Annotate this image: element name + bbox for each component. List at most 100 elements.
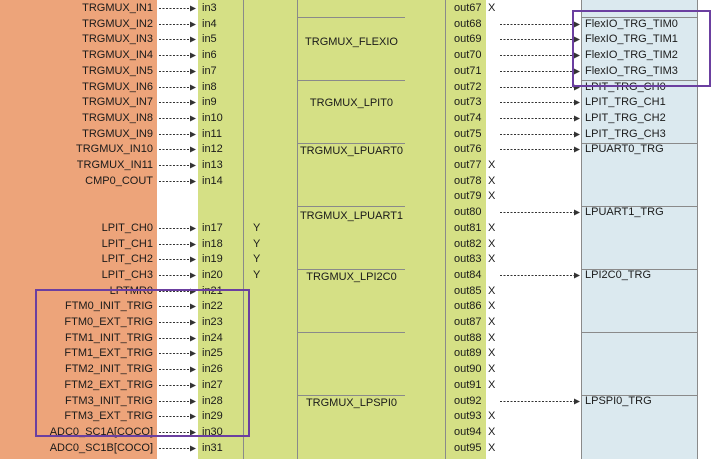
input-arrow: [159, 395, 197, 408]
output-pin-label: out67: [454, 2, 482, 14]
input-arrow: [159, 300, 197, 313]
source-signal-label: FTM2_INIT_TRIG: [64, 363, 153, 376]
arrow-icon: [159, 413, 196, 420]
input-arrow: [159, 2, 197, 15]
input-pin-label: in30: [202, 425, 223, 438]
input-arrow: [159, 426, 197, 439]
input-pin-label: in20: [202, 268, 223, 281]
highlight-box-ftm: [35, 289, 250, 437]
input-pin-column: [198, 0, 243, 459]
input-pin-label: in6: [202, 49, 217, 62]
arrow-icon: [500, 115, 580, 122]
arrow-icon: [159, 272, 196, 279]
source-signal-label: FTM3_EXT_TRIG: [64, 410, 153, 423]
dest-divider: [581, 17, 697, 18]
output-pin-label: out69: [454, 33, 482, 46]
module-column: [297, 0, 406, 459]
arrow-icon: [159, 319, 196, 326]
input-pin-label: in29: [202, 410, 223, 423]
input-arrow: [159, 81, 197, 94]
output-arrow: [500, 128, 580, 141]
arrow-icon: [500, 209, 580, 216]
arrow-icon: [500, 21, 580, 28]
input-arrow: [159, 253, 197, 266]
module-label-lpit: TRGMUX_LPIT0: [309, 97, 394, 109]
source-signal-label: TRGMUX_IN4: [82, 49, 153, 62]
arrow-icon: [500, 36, 580, 43]
input-pin-label: in25: [202, 347, 223, 360]
dest-divider: [581, 143, 697, 144]
input-pin-label: in19: [202, 253, 223, 266]
input-arrow: [159, 442, 197, 455]
output-pin-label: out73: [454, 96, 482, 109]
input-pin-label: in8: [202, 80, 217, 93]
output-pin-label: out91: [454, 378, 482, 391]
unused-output-mark: X: [488, 378, 496, 391]
module-label-lpuart1: TRGMUX_LPUART1: [299, 210, 404, 222]
source-signal-label: TRGMUX_IN3: [82, 33, 153, 46]
output-arrow: [500, 33, 580, 46]
input-arrow: [159, 65, 197, 78]
input-arrow: [159, 238, 197, 251]
y-flag-label: Y: [253, 221, 261, 234]
output-pin-label: out82: [454, 237, 482, 250]
arrow-icon: [500, 398, 580, 404]
unused-output-mark: X: [488, 2, 496, 14]
arrow-icon: [159, 225, 196, 232]
output-pin-label: out83: [454, 253, 482, 266]
output-pin-label: out84: [454, 268, 482, 281]
unused-output-mark: X: [488, 363, 496, 376]
arrow-icon: [159, 99, 196, 106]
source-signal-label: LPIT_CH0: [101, 221, 153, 234]
arrow-icon: [159, 52, 196, 59]
source-signal-label: FTM1_EXT_TRIG: [64, 347, 153, 360]
module-divider: [297, 332, 405, 333]
input-arrow: [159, 347, 197, 360]
input-pin-label: in22: [202, 300, 223, 313]
output-pin-label: out77: [454, 159, 482, 171]
source-signal-label: LPIT_CH2: [101, 253, 153, 266]
output-pin-label: out68: [454, 17, 482, 30]
arrow-icon: [159, 162, 196, 169]
input-arrow: [159, 33, 197, 46]
input-arrow: [159, 379, 197, 392]
destination-label: LPIT_TRG_CH1: [585, 96, 666, 109]
arrow-icon: [159, 131, 196, 138]
module-divider: [297, 269, 405, 270]
input-pin-label: in27: [202, 378, 223, 391]
source-signal-label: FTM0_EXT_TRIG: [64, 316, 153, 328]
input-pin-label: in23: [202, 316, 223, 328]
destination-label: LPUART0_TRG: [585, 143, 664, 156]
output-pin-label: out80: [454, 206, 482, 219]
arrow-icon: [159, 335, 196, 342]
module-divider: [297, 395, 405, 396]
output-pin-column: [445, 0, 486, 459]
output-arrow: [500, 206, 580, 219]
unused-output-mark: X: [488, 316, 496, 328]
arrow-icon: [159, 350, 196, 357]
source-signal-label: FTM1_INIT_TRIG: [64, 331, 153, 344]
y-flag-label: Y: [253, 253, 261, 266]
input-pin-label: in13: [202, 159, 223, 171]
source-signal-label: FTM0_INIT_TRIG: [64, 300, 153, 313]
source-signals-column: [0, 0, 157, 459]
arrow-icon: [159, 21, 196, 28]
input-pin-label: in3: [202, 2, 217, 14]
mux-gap-column: [405, 0, 445, 459]
input-pin-label: in24: [202, 331, 223, 344]
output-pin-label: out87: [454, 316, 482, 328]
arrow-icon: [159, 256, 196, 263]
arrow-icon: [500, 52, 580, 59]
input-arrow: [159, 18, 197, 31]
unused-output-mark: X: [488, 174, 496, 187]
output-pin-label: out86: [454, 300, 482, 313]
arrow-icon: [159, 303, 196, 310]
arrow-icon: [500, 84, 580, 90]
arrow-icon: [500, 131, 580, 138]
source-signal-label: LPIT_CH3: [101, 268, 153, 281]
source-signal-label: TRGMUX_IN11: [76, 159, 153, 171]
arrow-icon: [159, 445, 196, 452]
destination-label: FlexIO_TRG_TIM0: [585, 17, 678, 30]
arrow-icon: [159, 429, 196, 436]
arrow-icon: [159, 68, 196, 75]
